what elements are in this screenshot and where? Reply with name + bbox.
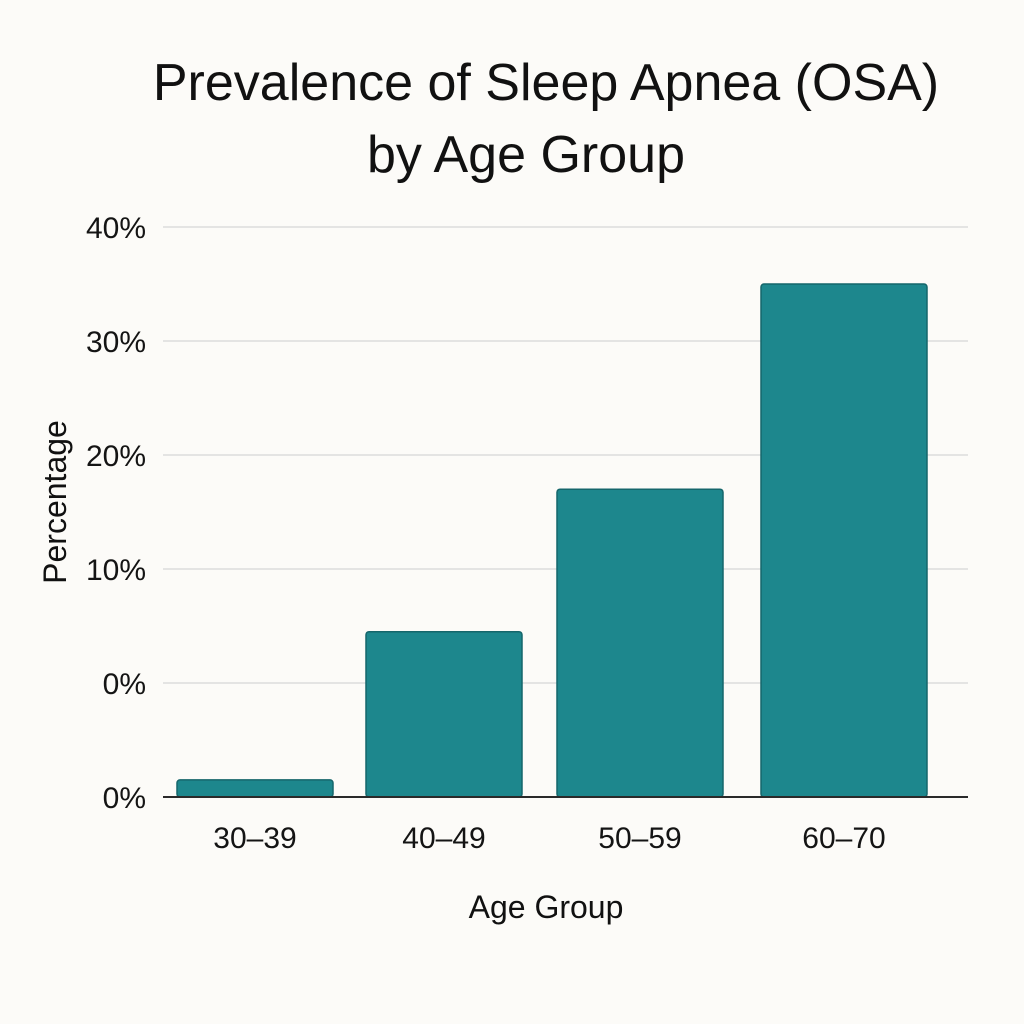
chart-title-line-2: by Age Group bbox=[367, 126, 685, 184]
bar-30-39 bbox=[176, 779, 334, 798]
y-tick-label: 20% bbox=[86, 440, 146, 473]
y-tick-label: 0% bbox=[103, 782, 146, 815]
bar-50-59 bbox=[556, 488, 724, 798]
bar-40-49 bbox=[365, 630, 523, 798]
y-axis-title: Percentage bbox=[37, 420, 73, 584]
y-tick-label: 30% bbox=[86, 326, 146, 359]
y-tick-label: 10% bbox=[86, 554, 146, 587]
chart-title: Prevalence of Sleep Apnea (OSA) by Age G… bbox=[153, 54, 939, 184]
y-axis-ticks: 40% 30% 20% 10% 0% 0% bbox=[86, 212, 146, 815]
chart-title-line-1: Prevalence of Sleep Apnea (OSA) bbox=[153, 54, 939, 112]
x-tick-label: 60–70 bbox=[802, 822, 885, 855]
y-tick-label: 0% bbox=[103, 668, 146, 701]
bars bbox=[176, 283, 928, 798]
y-tick-label: 40% bbox=[86, 212, 146, 245]
x-axis-title: Age Group bbox=[469, 889, 624, 925]
x-axis-ticks: 30–39 40–49 50–59 60–70 bbox=[213, 822, 885, 855]
x-tick-label: 30–39 bbox=[213, 822, 296, 855]
bar-60-70 bbox=[760, 283, 928, 798]
x-tick-label: 50–59 bbox=[598, 822, 681, 855]
x-tick-label: 40–49 bbox=[402, 822, 485, 855]
